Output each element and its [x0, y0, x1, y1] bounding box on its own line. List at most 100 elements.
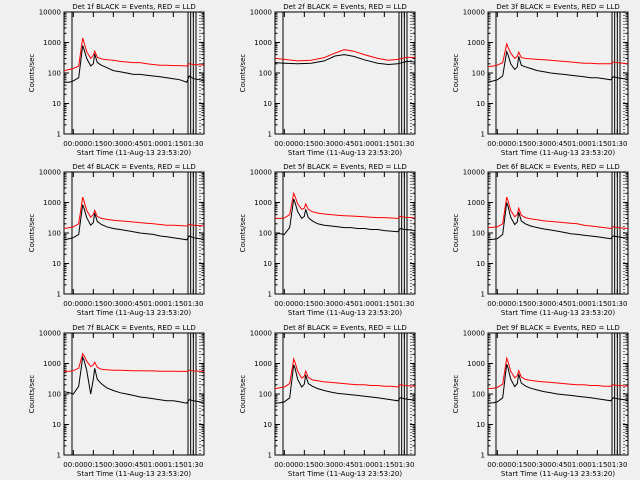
- y-tick-label: 10: [476, 260, 485, 268]
- x-tick-label: 00:30: [314, 140, 334, 148]
- y-tick-label: 100: [259, 70, 272, 78]
- x-tick-label: 01:15: [374, 461, 394, 469]
- x-tick-label: 00:15: [507, 461, 527, 469]
- events-rate-line: [275, 364, 415, 404]
- y-tick-label: 1: [268, 291, 272, 299]
- events-rate-line: [488, 49, 628, 83]
- x-tick-label: 01:15: [163, 461, 183, 469]
- x-tick-label: 01:15: [374, 140, 394, 148]
- y-tick-label: 10000: [39, 9, 61, 17]
- x-tick-label: 01:00: [354, 461, 374, 469]
- x-tick-label: 01:15: [163, 140, 183, 148]
- x-tick-label: 01:00: [567, 461, 587, 469]
- detector-panel-2: Det 2f BLACK = Events, RED = LLD 1 10 100 10…: [239, 3, 416, 157]
- plot-area: [275, 172, 415, 294]
- y-tick-label: 1: [57, 131, 61, 139]
- plot-area: [64, 333, 204, 455]
- x-tick-label: 00:00: [274, 461, 294, 469]
- y-tick-label: 10: [52, 421, 61, 429]
- detector-panel-1: Det 1f BLACK = Events, RED = LLD 1 10 100 10…: [28, 3, 205, 157]
- plot-area: [488, 333, 628, 455]
- x-tick-label: 00:30: [103, 140, 123, 148]
- x-tick-label: 01:15: [587, 140, 607, 148]
- x-tick-label: 00:30: [527, 461, 547, 469]
- x-tick-label: 00:45: [334, 140, 354, 148]
- y-tick-label: 10: [263, 421, 272, 429]
- x-tick-label: 00:15: [294, 300, 314, 308]
- x-tick-label: 01:30: [183, 140, 203, 148]
- plot-area: [64, 12, 204, 134]
- x-tick-label: 00:15: [83, 461, 103, 469]
- events-rate-line: [275, 198, 415, 235]
- y-tick-label: 10: [52, 100, 61, 108]
- panel-title: Det 9f BLACK = Events, RED = LLD: [496, 324, 619, 332]
- x-tick-label: 00:00: [63, 300, 83, 308]
- panel-title: Det 4f BLACK = Events, RED = LLD: [72, 163, 195, 171]
- y-tick-label: 1000: [467, 360, 485, 368]
- x-tick-label: 01:15: [587, 461, 607, 469]
- y-tick-label: 100: [48, 391, 61, 399]
- y-tick-label: 10000: [250, 330, 272, 338]
- x-tick-label: 00:30: [314, 461, 334, 469]
- x-tick-label: 01:30: [183, 461, 203, 469]
- events-rate-line: [64, 45, 204, 83]
- y-tick-label: 10: [263, 260, 272, 268]
- y-axis-label: Counts/sec: [239, 375, 247, 414]
- x-tick-label: 01:00: [143, 461, 163, 469]
- x-tick-label: 01:00: [567, 300, 587, 308]
- y-tick-label: 10000: [463, 330, 485, 338]
- y-tick-label: 100: [472, 230, 485, 238]
- lld-rate-line: [275, 357, 415, 390]
- y-tick-label: 1: [481, 131, 485, 139]
- y-tick-label: 10: [263, 100, 272, 108]
- x-axis-label: Start Time (11-Aug-13 23:53:20): [288, 470, 402, 478]
- y-axis-label: Counts/sec: [452, 54, 460, 93]
- x-tick-label: 00:00: [63, 461, 83, 469]
- plot-frame: [63, 11, 205, 135]
- lld-rate-line: [488, 42, 628, 68]
- detector-panel-5: Det 5f BLACK = Events, RED = LLD 1 10 100 10…: [239, 163, 416, 317]
- x-tick-label: 01:30: [607, 140, 627, 148]
- panel-title: Det 3f BLACK = Events, RED = LLD: [496, 3, 619, 11]
- y-tick-label: 10: [476, 100, 485, 108]
- x-tick-label: 00:45: [123, 461, 143, 469]
- x-axis-label: Start Time (11-Aug-13 23:53:20): [77, 470, 191, 478]
- plot-frame: [274, 11, 416, 135]
- y-tick-label: 100: [472, 391, 485, 399]
- x-tick-label: 00:15: [507, 140, 527, 148]
- y-axis-label: Counts/sec: [239, 54, 247, 93]
- panel-title: Det 2f BLACK = Events, RED = LLD: [283, 3, 406, 11]
- plot-area: [64, 172, 204, 294]
- plot-area: [488, 172, 628, 294]
- x-tick-label: 00:15: [294, 140, 314, 148]
- y-tick-label: 100: [259, 230, 272, 238]
- lld-rate-line: [488, 356, 628, 390]
- y-tick-label: 10000: [463, 9, 485, 17]
- y-tick-label: 1000: [467, 39, 485, 47]
- x-tick-label: 00:00: [487, 461, 507, 469]
- y-tick-label: 100: [259, 391, 272, 399]
- x-tick-label: 00:45: [547, 461, 567, 469]
- x-tick-label: 00:15: [507, 300, 527, 308]
- panel-title: Det 6f BLACK = Events, RED = LLD: [496, 163, 619, 171]
- panel-title: Det 8f BLACK = Events, RED = LLD: [283, 324, 406, 332]
- x-tick-label: 00:45: [334, 461, 354, 469]
- detector-panel-9: Det 9f BLACK = Events, RED = LLD 1 10 100 10…: [452, 324, 629, 478]
- x-tick-label: 00:15: [294, 461, 314, 469]
- x-axis-label: Start Time (11-Aug-13 23:53:20): [288, 309, 402, 317]
- x-tick-label: 01:00: [143, 300, 163, 308]
- x-tick-label: 01:30: [607, 300, 627, 308]
- y-tick-label: 10: [52, 260, 61, 268]
- y-axis-label: Counts/sec: [28, 54, 36, 93]
- x-tick-label: 00:30: [103, 300, 123, 308]
- plot-frame: [63, 332, 205, 456]
- panel-title: Det 5f BLACK = Events, RED = LLD: [283, 163, 406, 171]
- lld-rate-line: [488, 196, 628, 230]
- y-axis-label: Counts/sec: [28, 214, 36, 253]
- y-axis-label: Counts/sec: [452, 375, 460, 414]
- y-tick-label: 10000: [39, 330, 61, 338]
- x-axis-label: Start Time (11-Aug-13 23:53:20): [501, 309, 615, 317]
- x-tick-label: 00:15: [83, 140, 103, 148]
- plot-frame: [487, 11, 629, 135]
